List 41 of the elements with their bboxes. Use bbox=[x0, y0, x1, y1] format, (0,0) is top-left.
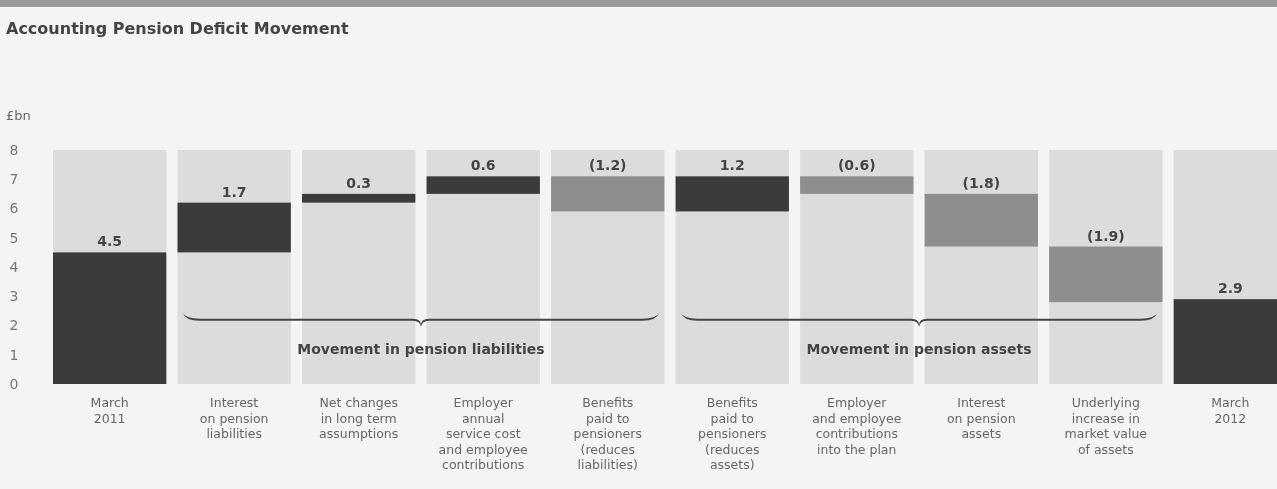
annotation: Movement in pension liabilities bbox=[297, 340, 545, 357]
data-label: 0.6 bbox=[470, 157, 496, 174]
y-axis-title: £bn bbox=[6, 108, 31, 123]
data-label: 0.3 bbox=[346, 174, 372, 191]
y-tick-label: 7 bbox=[9, 171, 19, 188]
data-label: 1.2 bbox=[719, 157, 745, 174]
y-tick-label: 8 bbox=[9, 141, 19, 158]
data-label: (1.9) bbox=[1087, 227, 1125, 244]
x-tick-label: Interest on pension liabilities bbox=[199, 395, 269, 441]
bar bbox=[302, 193, 416, 203]
data-label: 4.5 bbox=[97, 233, 123, 250]
bar bbox=[177, 202, 291, 253]
y-tick-label: 6 bbox=[9, 200, 19, 217]
y-tick-label: 3 bbox=[9, 288, 19, 305]
bar bbox=[426, 176, 540, 194]
y-tick-label: 4 bbox=[9, 258, 19, 275]
data-label: (1.8) bbox=[962, 174, 1001, 191]
chart-title: Accounting Pension Deficit Movement bbox=[6, 19, 349, 38]
bar bbox=[675, 176, 789, 212]
y-tick-label: 2 bbox=[9, 317, 19, 334]
data-label: (1.2) bbox=[588, 157, 627, 174]
x-tick-label: Benefits paid to pensioners (reduces assets) bbox=[698, 395, 767, 472]
data-label: 2.9 bbox=[1217, 280, 1243, 297]
x-tick-label: March 2011 bbox=[90, 395, 129, 426]
x-tick-label: Interest on pension assets bbox=[946, 395, 1016, 441]
y-tick-label: 5 bbox=[9, 229, 19, 246]
x-tick-label: Employer and employee contributions into the plan bbox=[812, 395, 902, 457]
bar bbox=[1049, 246, 1163, 303]
data-label: (0.6) bbox=[837, 157, 876, 174]
y-tick-label: 1 bbox=[9, 346, 19, 363]
x-tick-label: Net changes in long term assumptions bbox=[319, 395, 399, 441]
bar bbox=[924, 193, 1038, 247]
x-tick-label: Benefits paid to pensioners (reduces liabilities) bbox=[573, 395, 642, 472]
bar bbox=[800, 176, 914, 194]
x-tick-label: Underlying increase in market value of assets bbox=[1064, 395, 1148, 457]
y-tick-label: 0 bbox=[9, 375, 19, 392]
data-label: 1.7 bbox=[221, 183, 247, 200]
bar bbox=[551, 176, 665, 212]
annotation: Movement in pension assets bbox=[806, 340, 1032, 357]
x-tick-label: Employer annual service cost and employee contributions bbox=[438, 395, 529, 472]
x-tick-label: March 2012 bbox=[1211, 395, 1250, 426]
